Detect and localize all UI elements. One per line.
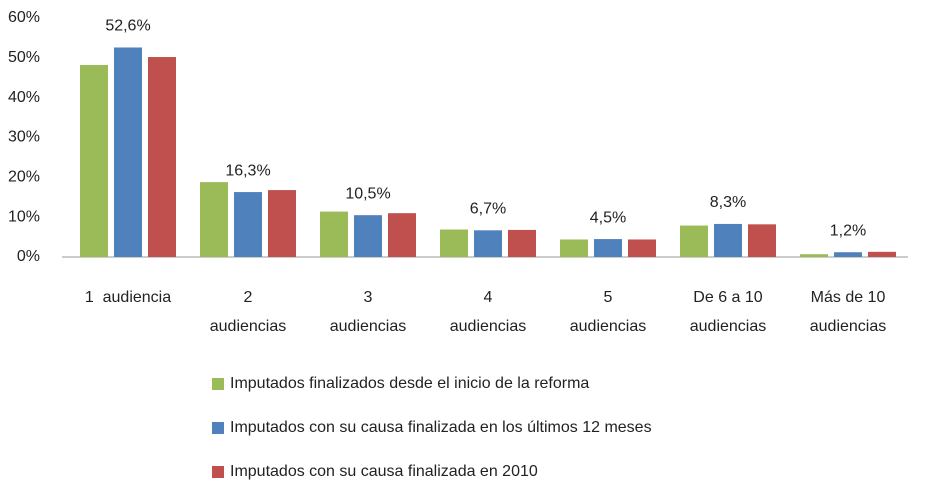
bar	[560, 239, 588, 257]
bar	[868, 251, 896, 257]
data-label: 8,3%	[710, 194, 746, 211]
bar	[474, 230, 502, 257]
legend-swatch	[212, 378, 224, 390]
bar	[748, 224, 776, 257]
data-label: 6,7%	[470, 201, 506, 218]
y-tick-label: 40%	[8, 89, 40, 106]
x-tick-label: Más de 10 audiencias	[810, 289, 887, 335]
legend-label: Imputados finalizados desde el inicio de…	[230, 375, 589, 392]
bar	[268, 190, 296, 257]
y-tick-label: 20%	[8, 169, 40, 186]
bar	[800, 254, 828, 257]
x-tick-label: De 6 a 10 audiencias	[690, 289, 767, 335]
bar	[508, 229, 536, 257]
bar	[834, 252, 862, 257]
bar	[80, 65, 108, 258]
bar	[714, 223, 742, 257]
bar	[680, 225, 708, 257]
bar	[114, 47, 142, 257]
x-tick-label: 2 audiencias	[210, 289, 287, 335]
legend-label: Imputados con su causa finalizada en 201…	[230, 463, 538, 480]
x-tick-label: 4 audiencias	[450, 289, 527, 335]
data-label: 1,2%	[830, 222, 866, 239]
y-tick-label: 30%	[8, 129, 40, 146]
x-tick-label: 1 audiencia	[85, 289, 171, 306]
x-tick-label: 3 audiencias	[330, 289, 407, 335]
bar	[388, 213, 416, 257]
legend-swatch	[212, 466, 224, 478]
data-label: 10,5%	[345, 185, 390, 202]
data-label: 16,3%	[225, 162, 270, 179]
y-tick-label: 60%	[8, 9, 40, 26]
x-tick-label: 5 audiencias	[570, 289, 647, 335]
data-label: 52,6%	[105, 18, 150, 35]
legend-swatch	[212, 422, 224, 434]
y-tick-label: 10%	[8, 208, 40, 225]
bar	[594, 239, 622, 257]
bar	[628, 239, 656, 257]
bar	[234, 192, 262, 257]
bar	[148, 57, 176, 257]
y-tick-label: 0%	[17, 248, 40, 265]
bar	[320, 211, 348, 257]
bar	[354, 215, 382, 257]
bar	[200, 182, 228, 257]
legend-label: Imputados con su causa finalizada en los…	[230, 419, 652, 436]
y-tick-label: 50%	[8, 49, 40, 66]
bar	[440, 229, 468, 257]
data-label: 4,5%	[590, 209, 626, 226]
